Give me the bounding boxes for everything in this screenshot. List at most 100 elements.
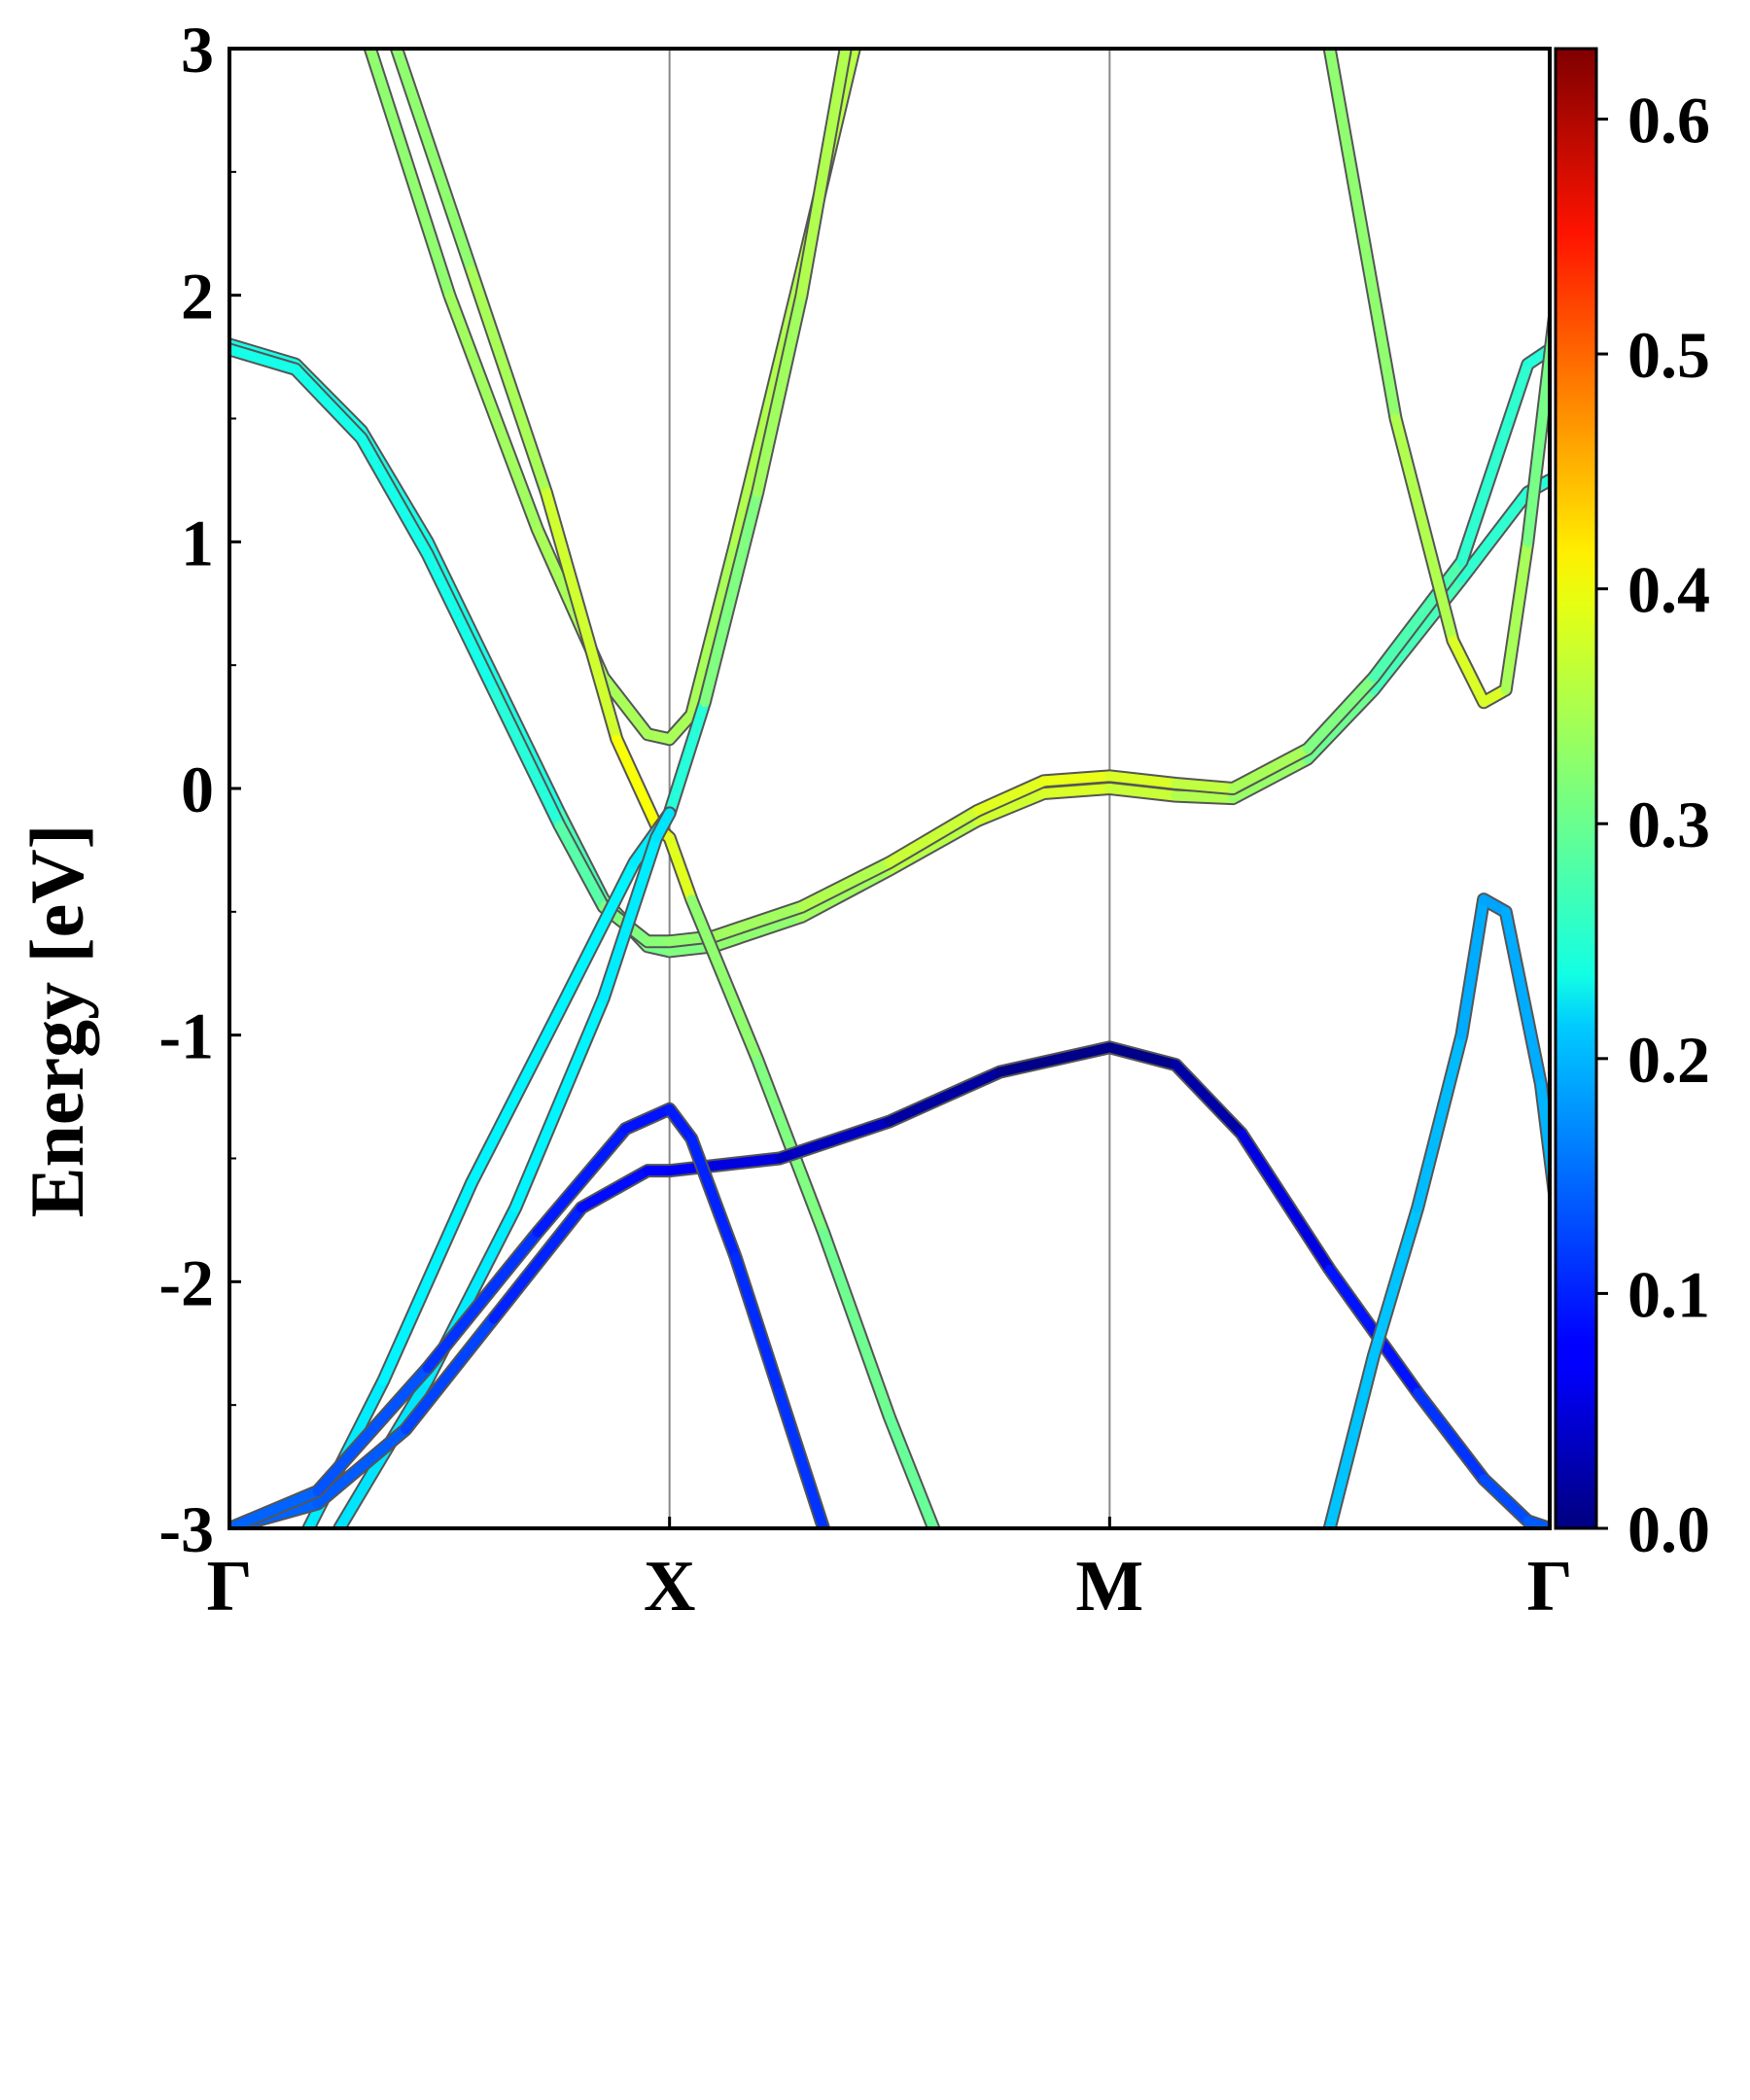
- band-6-segment-4: [577, 1166, 653, 1213]
- band-4-segment-2: [466, 1005, 565, 1188]
- band-6-segment-13: [1237, 1129, 1335, 1275]
- band-1-segment-12: [972, 776, 1049, 816]
- band-1-segment-0: [229, 344, 300, 374]
- band-8-segment-4: [1500, 537, 1533, 695]
- band-1-segment-13: [1038, 771, 1115, 787]
- band-1-segment-10: [796, 858, 894, 912]
- band-3-segment-1: [466, 265, 551, 498]
- band-7-segment-6: [686, 1134, 741, 1262]
- band-1-segment-4: [488, 684, 565, 831]
- band-8-segment-2: [1448, 635, 1489, 708]
- band-6-segment-11: [1104, 1042, 1181, 1070]
- band-3-segment-6: [686, 894, 763, 1066]
- colorbar: [1554, 47, 1598, 1530]
- band-9-segment-1: [1368, 1203, 1423, 1361]
- band-1-segment-2: [356, 433, 433, 560]
- colorbar-tick-label-3: 0.3: [1628, 788, 1710, 861]
- colorbar-tick-label-4: 0.4: [1628, 553, 1710, 627]
- band-0-segment-9: [708, 911, 807, 952]
- y-tick-label-6: -3: [158, 1492, 214, 1566]
- y-axis-label: Energy [eV]: [15, 823, 99, 1217]
- band-3-segment-3: [612, 734, 662, 831]
- band-0-segment-16: [1228, 753, 1313, 804]
- band-series-group: [229, 49, 1550, 1528]
- band-1-segment-5: [554, 821, 609, 912]
- band-9-segment-3: [1456, 894, 1489, 1040]
- band-3-segment-8: [819, 1227, 894, 1422]
- y-tick-label-4: -1: [158, 999, 214, 1073]
- band-0-segment-19: [1456, 487, 1533, 584]
- band-9-segment-0: [1324, 1350, 1379, 1528]
- band-6-segment-9: [885, 1067, 1005, 1127]
- band-2-segment-5: [664, 709, 697, 745]
- band-5-segment-4: [651, 808, 675, 843]
- band-6-segment-16: [1479, 1474, 1533, 1526]
- x-tick-label-0: Γ: [206, 1547, 252, 1627]
- band-outline-4: [301, 49, 853, 1528]
- band-outline-1: [229, 342, 1550, 949]
- colorbar-tick-label-2: 0.2: [1628, 1023, 1710, 1097]
- band-1-segment-15: [1171, 778, 1239, 793]
- band-7-segment-5: [664, 1103, 697, 1144]
- y-tick-label-3: 0: [181, 752, 214, 826]
- band-4-segment-5: [664, 697, 710, 819]
- band-9-segment-6: [1535, 1079, 1550, 1195]
- band-6-segment-8: [774, 1116, 894, 1164]
- band-6-segment-1: [312, 1424, 411, 1509]
- band-4-segment-8: [796, 49, 851, 300]
- band-6-segment-3: [488, 1203, 587, 1324]
- band-7-segment-0: [229, 1486, 323, 1528]
- band-7-segment-3: [532, 1124, 631, 1238]
- band-3-segment-9: [885, 1412, 939, 1528]
- band-6-segment-7: [708, 1153, 785, 1172]
- band-1-segment-1: [290, 364, 367, 443]
- band-1-segment-17: [1303, 672, 1379, 754]
- band-7-segment-7: [730, 1251, 785, 1398]
- band-6-segment-10: [995, 1042, 1115, 1077]
- y-axis-ticks: 3 2 1 0 -1 -2 -3: [158, 13, 241, 1566]
- band-4-segment-3: [554, 858, 640, 1016]
- band-1-segment-18: [1368, 556, 1467, 682]
- band-2-segment-0: [365, 49, 455, 300]
- band-2-segment-6: [686, 537, 741, 719]
- band-1-segment-3: [422, 549, 499, 695]
- band-7-segment-1: [312, 1363, 433, 1496]
- colorbar-tick-label-5: 0.5: [1628, 318, 1710, 392]
- band-0-segment-13: [1038, 784, 1115, 799]
- band-0-segment-12: [972, 788, 1049, 825]
- band-9-segment-5: [1500, 906, 1546, 1090]
- y-tick-label-0: 3: [181, 13, 214, 87]
- band-2-segment-1: [444, 290, 542, 535]
- band-1-segment-9: [708, 901, 807, 942]
- band-6-segment-12: [1171, 1060, 1247, 1139]
- band-1-segment-14: [1104, 771, 1181, 788]
- band-3-segment-5: [664, 832, 697, 905]
- band-4-segment-1: [378, 1177, 476, 1385]
- x-tick-label-3: Γ: [1526, 1547, 1572, 1627]
- band-1-segment-16: [1228, 744, 1313, 793]
- band-7-segment-4: [620, 1103, 675, 1135]
- y-tick-label-5: -2: [158, 1245, 214, 1319]
- colorbar-tick-label-1: 0.1: [1628, 1257, 1710, 1331]
- band-9-segment-2: [1413, 1030, 1467, 1213]
- y-tick-label-1: 2: [181, 260, 214, 333]
- band-3-segment-2: [541, 487, 622, 745]
- band-8-segment-5: [1522, 315, 1550, 547]
- band-1-segment-11: [885, 805, 983, 868]
- band-2-segment-3: [598, 672, 653, 740]
- band-3-segment-7: [752, 1055, 829, 1238]
- colorbar-tick-label-6: 0.6: [1628, 83, 1710, 157]
- band-3-segment-0: [392, 49, 476, 276]
- band-8-segment-1: [1390, 413, 1458, 646]
- band-4-segment-7: [752, 290, 807, 498]
- band-6-segment-14: [1324, 1264, 1423, 1398]
- x-tick-label-1: X: [644, 1547, 695, 1627]
- band-0-segment-17: [1303, 684, 1379, 764]
- band-0-segment-10: [796, 864, 894, 922]
- band-8-segment-0: [1324, 49, 1401, 424]
- band-5-segment-2: [510, 993, 609, 1213]
- band-7-segment-8: [774, 1387, 829, 1528]
- band-6-segment-15: [1413, 1387, 1489, 1485]
- band-1-segment-19: [1456, 359, 1533, 567]
